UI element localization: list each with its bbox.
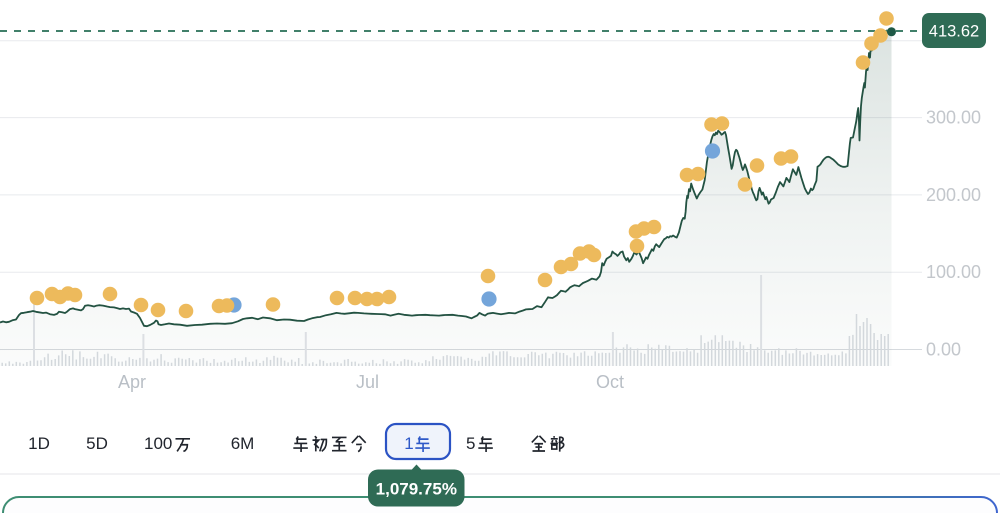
svg-text:5D: 5D	[86, 434, 108, 453]
svg-text:1: 1	[404, 434, 413, 453]
svg-text:6M: 6M	[231, 434, 255, 453]
svg-text:300.00: 300.00	[926, 108, 981, 128]
svg-text:200.00: 200.00	[926, 185, 981, 205]
svg-text:Apr: Apr	[118, 372, 146, 392]
svg-text:5: 5	[466, 434, 475, 453]
svg-text:Oct: Oct	[596, 372, 624, 392]
svg-text:Jul: Jul	[356, 372, 379, 392]
svg-text:100: 100	[144, 434, 172, 453]
svg-text:0.00: 0.00	[926, 339, 961, 359]
svg-text:413.62: 413.62	[929, 23, 979, 41]
svg-text:100.00: 100.00	[926, 262, 981, 282]
svg-text:1,079.75%: 1,079.75%	[376, 480, 457, 499]
svg-text:1D: 1D	[28, 434, 50, 453]
